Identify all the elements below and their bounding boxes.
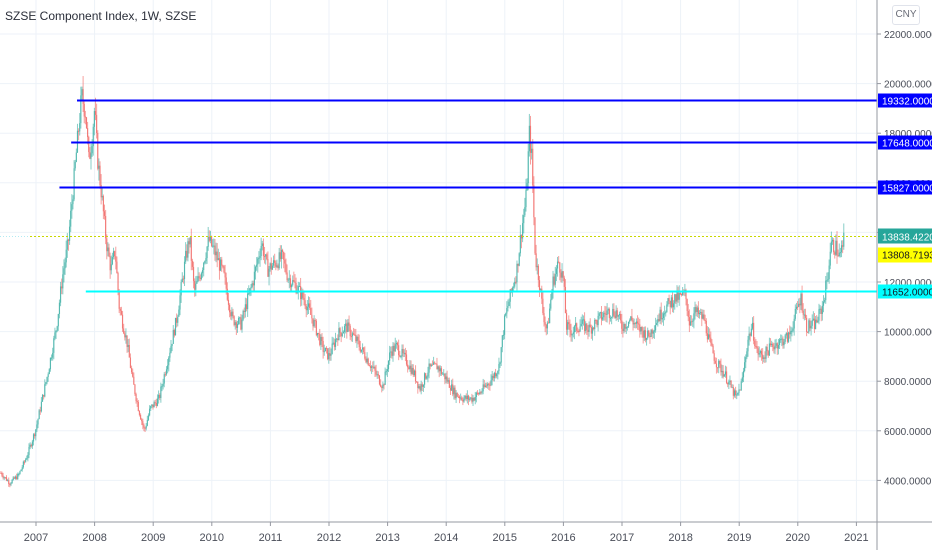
time-tick-label: 2021 <box>844 532 868 544</box>
price-tick-label: 22000.0000 <box>884 30 932 41</box>
price-tick-label: 20000.0000 <box>884 80 932 91</box>
price-tick-label: 8000.0000 <box>884 377 932 388</box>
last-price-tag <box>878 228 932 244</box>
price-tick-label: 18000.0000 <box>884 129 932 140</box>
time-tick-label: 2020 <box>786 532 810 544</box>
price-labels: 19332.0000 17648.0000 15827.0000 11652.0000… <box>878 93 932 299</box>
time-tick-label: 2010 <box>200 532 224 544</box>
time-tick-label: 2008 <box>82 532 106 544</box>
time-tick-label: 2013 <box>375 532 399 544</box>
price-tick-label: 10000.0000 <box>884 328 932 339</box>
price-tick-label: 4000.0000 <box>884 476 932 487</box>
horizontal-levels[interactable] <box>0 99 877 293</box>
time-tick-label: 2015 <box>493 532 517 544</box>
svg-text:19332.0000: 19332.0000 <box>882 97 932 108</box>
time-tick-label: 2007 <box>24 532 48 544</box>
svg-text:17648.0000: 17648.0000 <box>882 139 932 150</box>
chart-title: SZSE Component Index, 1W, SZSE <box>5 9 197 23</box>
svg-text:13838.4220: 13838.4220 <box>882 233 932 244</box>
level-price-tag <box>878 180 932 195</box>
price-tick-label: 12000.0000 <box>884 278 932 289</box>
candles <box>0 76 845 488</box>
level-price-tag <box>878 284 932 299</box>
yellow-level-tag <box>878 247 932 263</box>
svg-text:13808.7193: 13808.7193 <box>882 251 932 262</box>
level-price-tag <box>878 135 932 150</box>
time-tick-label: 2012 <box>317 532 341 544</box>
time-tick-label: 2011 <box>259 532 283 544</box>
time-tick-label: 2016 <box>551 532 575 544</box>
time-tick-label: 2019 <box>727 532 751 544</box>
currency-button[interactable]: CNY <box>892 5 920 25</box>
grid <box>0 0 877 522</box>
time-tick-label: 2017 <box>610 532 634 544</box>
time-tick-label: 2018 <box>668 532 692 544</box>
price-tick-label: 6000.0000 <box>884 427 932 438</box>
level-price-tag <box>878 93 932 108</box>
time-axis[interactable]: 2007 2008 2009 2010 2011 2012 2013 2014 2015 2016… <box>24 522 869 544</box>
svg-text:15827.0000: 15827.0000 <box>882 184 932 195</box>
svg-text:11652.0000: 11652.0000 <box>882 288 932 299</box>
time-tick-label: 2009 <box>141 532 165 544</box>
time-tick-label: 2014 <box>434 532 458 544</box>
